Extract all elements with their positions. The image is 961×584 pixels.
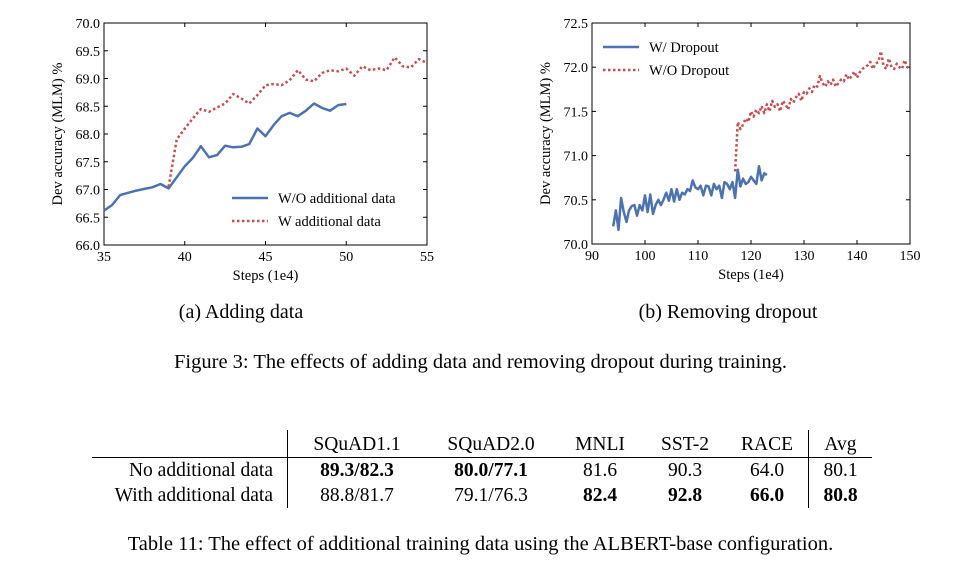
y-axis-label: Dev accuracy (MLM) % bbox=[538, 62, 554, 205]
series-line-first bbox=[611, 164, 768, 232]
legend-label: W/O additional data bbox=[278, 191, 396, 207]
table-cell: 80.0/77.1 bbox=[426, 457, 556, 483]
y-tick-label: 71.0 bbox=[564, 150, 589, 165]
table-header-cell: SST-2 bbox=[660, 434, 710, 455]
y-tick-label: 72.5 bbox=[564, 17, 589, 32]
table-cell: 79.1/76.3 bbox=[454, 485, 528, 506]
table-cell: 80.8 bbox=[808, 483, 872, 508]
x-tick-label: 150 bbox=[900, 249, 921, 264]
subcaption-b: (b) Removing dropout bbox=[638, 301, 818, 323]
plot-frame bbox=[103, 22, 428, 246]
series-line-first bbox=[103, 102, 347, 212]
y-tick-label: 66.5 bbox=[76, 211, 101, 226]
table-cell: 89.3/82.3 bbox=[287, 457, 426, 483]
y-tick-label: 70.5 bbox=[564, 194, 589, 209]
row-label: No additional data bbox=[92, 457, 288, 483]
y-tick-label: 69.5 bbox=[76, 45, 101, 60]
x-tick-label: 100 bbox=[635, 249, 656, 264]
table-header-row: SQuAD1.1 SQuAD2.0 MNLI SST-2 RACE Avg bbox=[92, 430, 872, 458]
table-cell: 82.4 bbox=[582, 485, 618, 506]
row-label: With additional data bbox=[114, 485, 273, 506]
y-axis-label: Dev accuracy (MLM) % bbox=[50, 63, 66, 206]
table-header-empty bbox=[92, 430, 288, 458]
x-axis-label: Steps (1e4) bbox=[718, 267, 784, 283]
x-tick-label: 45 bbox=[259, 250, 273, 265]
y-tick-label: 67.5 bbox=[76, 156, 101, 171]
chart-a-plot: 35 40 45 50 55 66.0 66.5 67.0 67.5 68.0 68.5 69.0 69… bbox=[50, 17, 434, 284]
legend-label: W/ Dropout bbox=[649, 40, 719, 56]
x-tick-label: 40 bbox=[178, 250, 192, 265]
x-tick-label: 55 bbox=[420, 250, 434, 265]
x-tick-label: 130 bbox=[794, 249, 815, 264]
table-cell: 81.6 bbox=[556, 457, 644, 483]
figure-caption: Figure 3: The effects of adding data and… bbox=[174, 351, 787, 373]
table-cell: 64.0 bbox=[726, 457, 809, 483]
y-tick-label: 68.0 bbox=[76, 128, 101, 143]
y-tick-label: 69.0 bbox=[76, 73, 101, 88]
table-header-cell: RACE bbox=[740, 434, 793, 455]
x-tick-label: 110 bbox=[688, 249, 708, 264]
table-cell: 88.8/81.7 bbox=[287, 483, 426, 508]
x-axis-label: Steps (1e4) bbox=[233, 268, 299, 284]
table-header-cell: SQuAD1.1 bbox=[287, 430, 426, 458]
table-caption: Table 11: The effect of additional train… bbox=[127, 533, 834, 555]
table-cell: 80.1 bbox=[808, 457, 872, 483]
series-line-second bbox=[733, 50, 911, 172]
table-header-cell: MNLI bbox=[575, 434, 625, 455]
table-row: No additional data 89.3/82.3 80.0/77.1 8… bbox=[92, 457, 872, 483]
x-tick-label: 90 bbox=[585, 249, 599, 264]
table-cell: 92.8 bbox=[667, 485, 703, 506]
table-row: With additional data 88.8/81.7 79.1/76.3… bbox=[92, 483, 872, 508]
y-tick-label: 70.0 bbox=[76, 17, 101, 32]
table-cell: 90.3 bbox=[644, 457, 726, 483]
x-tick-label: 50 bbox=[339, 250, 353, 265]
chart-b-plot: 90 100 110 120 130 140 150 70.0 70.5 71.0 71.5 72.0… bbox=[538, 17, 921, 283]
y-tick-label: 70.0 bbox=[564, 238, 589, 253]
table-cell: 66.0 bbox=[749, 485, 785, 506]
y-tick-label: 68.5 bbox=[76, 100, 101, 115]
plot-frame bbox=[591, 22, 911, 245]
x-tick-label: 140 bbox=[847, 249, 868, 264]
y-tick-label: 67.0 bbox=[76, 184, 101, 199]
legend-label: W additional data bbox=[278, 214, 381, 230]
y-tick-label: 66.0 bbox=[76, 239, 101, 254]
legend-label: W/O Dropout bbox=[649, 63, 729, 79]
subcaption-a: (a) Adding data bbox=[178, 301, 304, 323]
table-header-cell: Avg bbox=[808, 430, 872, 458]
table-header-cell: SQuAD2.0 bbox=[447, 434, 535, 455]
series-line-second bbox=[167, 56, 428, 187]
results-table: SQuAD1.1 SQuAD2.0 MNLI SST-2 RACE Avg No… bbox=[92, 430, 872, 508]
y-tick-label: 72.0 bbox=[564, 61, 589, 76]
y-tick-label: 71.5 bbox=[564, 105, 589, 120]
x-tick-label: 120 bbox=[741, 249, 762, 264]
x-tick-label: 35 bbox=[97, 250, 111, 265]
